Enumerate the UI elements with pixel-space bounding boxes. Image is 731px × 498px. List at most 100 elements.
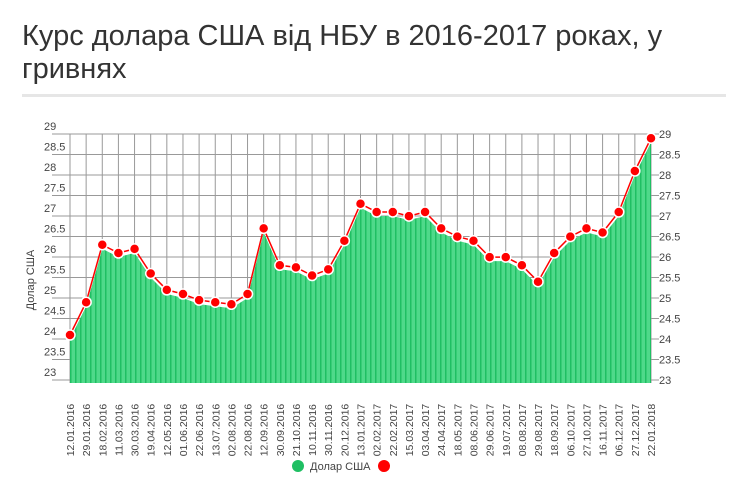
x-tick-label: 24.04.2017 <box>436 404 448 457</box>
x-tick-label: 30.11.2016 <box>323 404 335 456</box>
x-tick-label: 19.07.2017 <box>501 404 513 457</box>
y-tick-label-right: 28.5 <box>659 150 680 162</box>
title-divider <box>22 94 726 97</box>
x-tick-label: 30.03.2016 <box>130 404 142 457</box>
data-point-marker <box>144 267 157 280</box>
data-point-marker <box>290 261 302 274</box>
data-point-marker <box>548 247 560 259</box>
x-tick-label: 18.05.2017 <box>452 404 464 457</box>
y-tick-label-left: 28 <box>44 162 56 174</box>
y-tick-label-left: 27.5 <box>44 183 65 195</box>
x-tick-label: 11.03.2016 <box>113 404 125 456</box>
data-point-marker <box>435 222 447 235</box>
data-point-marker <box>161 284 173 296</box>
x-tick-label: 10.11.2016 <box>307 404 319 456</box>
data-point-marker <box>193 294 205 306</box>
y-axis-label: Долар США <box>25 249 37 310</box>
data-point-marker <box>306 269 318 282</box>
y-tick-label-right: 28 <box>659 170 671 182</box>
x-tick-label: 12.01.2016 <box>65 404 77 457</box>
data-point-marker <box>274 259 286 272</box>
x-tick-label: 30.09.2016 <box>275 404 287 457</box>
x-tick-label: 29.08.2017 <box>533 404 545 457</box>
data-point-marker <box>112 247 125 259</box>
y-tick-label-left: 27 <box>44 203 56 215</box>
data-point-marker <box>629 165 641 177</box>
legend-swatch-red[interactable] <box>378 460 390 472</box>
x-tick-label: 06.10.2017 <box>565 404 577 457</box>
data-point-marker <box>612 206 625 218</box>
data-point-marker <box>645 132 657 144</box>
data-point-marker <box>370 206 383 218</box>
y-tick-label-right: 24.5 <box>659 314 680 326</box>
y-tick-label-left: 24.5 <box>44 306 65 318</box>
x-tick-label: 02.08.2016 <box>226 404 238 457</box>
y-tick-label-left: 26 <box>44 244 56 256</box>
y-tick-label-left: 25 <box>44 285 56 297</box>
data-point-marker <box>177 288 189 300</box>
x-tick-label: 19.04.2016 <box>146 404 158 457</box>
y-tick-label-right: 27 <box>659 211 671 223</box>
data-point-marker <box>483 251 496 263</box>
y-tick-label-left: 28.5 <box>44 142 65 154</box>
x-tick-label: 02.02.2017 <box>372 404 384 457</box>
x-tick-label: 22.08.2016 <box>243 404 255 457</box>
x-tick-label: 16.11.2017 <box>598 404 610 456</box>
data-point-marker <box>257 222 270 235</box>
data-point-marker <box>403 210 415 222</box>
data-point-marker <box>64 329 76 341</box>
data-point-marker <box>500 251 512 263</box>
legend-label[interactable]: Долар США <box>310 461 371 473</box>
data-point-marker <box>322 263 334 276</box>
data-point-marker <box>596 226 609 239</box>
data-point-marker <box>451 230 464 243</box>
x-tick-label: 29.06.2017 <box>485 404 497 457</box>
y-tick-label-left: 24 <box>44 326 56 338</box>
data-point-marker <box>96 239 109 251</box>
series-area-dolar <box>70 142 651 383</box>
data-point-marker <box>532 275 544 288</box>
data-point-marker <box>516 259 528 272</box>
x-tick-label: 27.10.2017 <box>581 404 593 457</box>
x-tick-label: 29.01.2016 <box>81 404 93 457</box>
x-tick-label: 22.06.2016 <box>194 404 206 457</box>
data-point-marker <box>128 243 141 255</box>
y-tick-label-left: 26.5 <box>44 224 65 236</box>
data-point-marker <box>564 230 577 243</box>
y-tick-label-right: 29 <box>659 129 671 141</box>
data-point-marker <box>354 198 367 210</box>
x-tick-label: 12.09.2016 <box>259 404 271 457</box>
x-tick-label: 08.08.2017 <box>517 404 529 457</box>
x-tick-label: 13.01.2017 <box>356 404 368 457</box>
data-point-marker <box>387 206 399 218</box>
data-point-marker <box>580 222 593 235</box>
x-tick-label: 01.06.2016 <box>178 404 190 457</box>
y-tick-label-right: 25.5 <box>659 273 680 285</box>
x-tick-label: 13.07.2016 <box>210 404 222 457</box>
y-tick-label-right: 23 <box>659 375 671 387</box>
x-tick-label: 22.02.2017 <box>388 404 400 457</box>
x-tick-label: 22.01.2018 <box>646 404 658 457</box>
legend-swatch-green[interactable] <box>292 460 304 472</box>
y-tick-label-right: 26.5 <box>659 232 680 244</box>
x-tick-label: 03.04.2017 <box>420 404 432 457</box>
data-point-marker <box>338 234 351 247</box>
y-tick-label-right: 24 <box>659 334 671 346</box>
y-tick-label-left: 25.5 <box>44 265 65 277</box>
data-point-marker <box>241 288 254 300</box>
x-tick-label: 20.12.2016 <box>339 404 351 457</box>
y-tick-label-right: 23.5 <box>659 355 680 367</box>
x-tick-label: 08.06.2017 <box>468 404 480 457</box>
x-tick-label: 06.12.2017 <box>614 404 626 457</box>
y-tick-label-right: 27.5 <box>659 191 680 203</box>
chart-title: Курс долара США від НБУ в 2016-2017 рока… <box>22 20 663 85</box>
x-tick-label: 27.12.2017 <box>630 404 642 457</box>
x-tick-label: 18.02.2016 <box>97 404 109 457</box>
x-tick-label: 12.05.2016 <box>162 404 174 457</box>
y-tick-label-left: 29 <box>44 121 56 133</box>
y-tick-label-right: 26 <box>659 252 671 264</box>
y-tick-label-left: 23 <box>44 367 56 379</box>
x-tick-label: 15.03.2017 <box>404 404 416 457</box>
